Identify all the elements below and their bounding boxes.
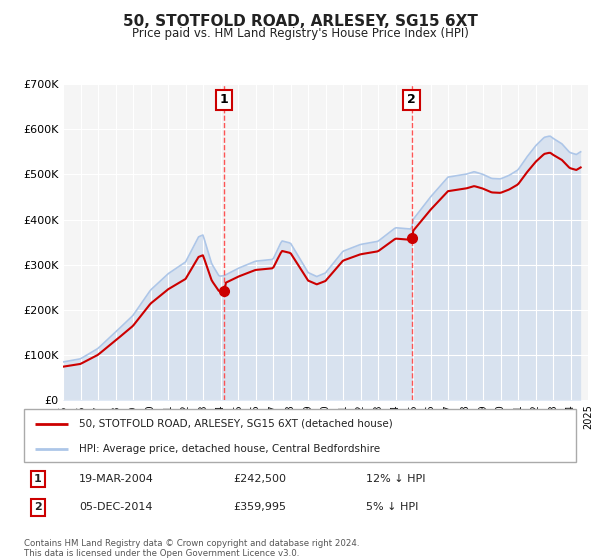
Text: Price paid vs. HM Land Registry's House Price Index (HPI): Price paid vs. HM Land Registry's House … bbox=[131, 27, 469, 40]
Text: 2: 2 bbox=[407, 94, 416, 106]
FancyBboxPatch shape bbox=[24, 409, 576, 462]
Text: HPI: Average price, detached house, Central Bedfordshire: HPI: Average price, detached house, Cent… bbox=[79, 444, 380, 454]
Text: £242,500: £242,500 bbox=[234, 474, 287, 484]
Text: 12% ↓ HPI: 12% ↓ HPI bbox=[366, 474, 426, 484]
Text: 19-MAR-2004: 19-MAR-2004 bbox=[79, 474, 154, 484]
Text: 1: 1 bbox=[34, 474, 41, 484]
Text: Contains HM Land Registry data © Crown copyright and database right 2024.
This d: Contains HM Land Registry data © Crown c… bbox=[24, 539, 359, 558]
Text: £359,995: £359,995 bbox=[234, 502, 287, 512]
Text: 2: 2 bbox=[34, 502, 41, 512]
Text: 05-DEC-2014: 05-DEC-2014 bbox=[79, 502, 152, 512]
Text: 5% ↓ HPI: 5% ↓ HPI bbox=[366, 502, 419, 512]
Text: 50, STOTFOLD ROAD, ARLESEY, SG15 6XT (detached house): 50, STOTFOLD ROAD, ARLESEY, SG15 6XT (de… bbox=[79, 419, 393, 429]
Text: 50, STOTFOLD ROAD, ARLESEY, SG15 6XT: 50, STOTFOLD ROAD, ARLESEY, SG15 6XT bbox=[122, 14, 478, 29]
Text: 1: 1 bbox=[220, 94, 229, 106]
